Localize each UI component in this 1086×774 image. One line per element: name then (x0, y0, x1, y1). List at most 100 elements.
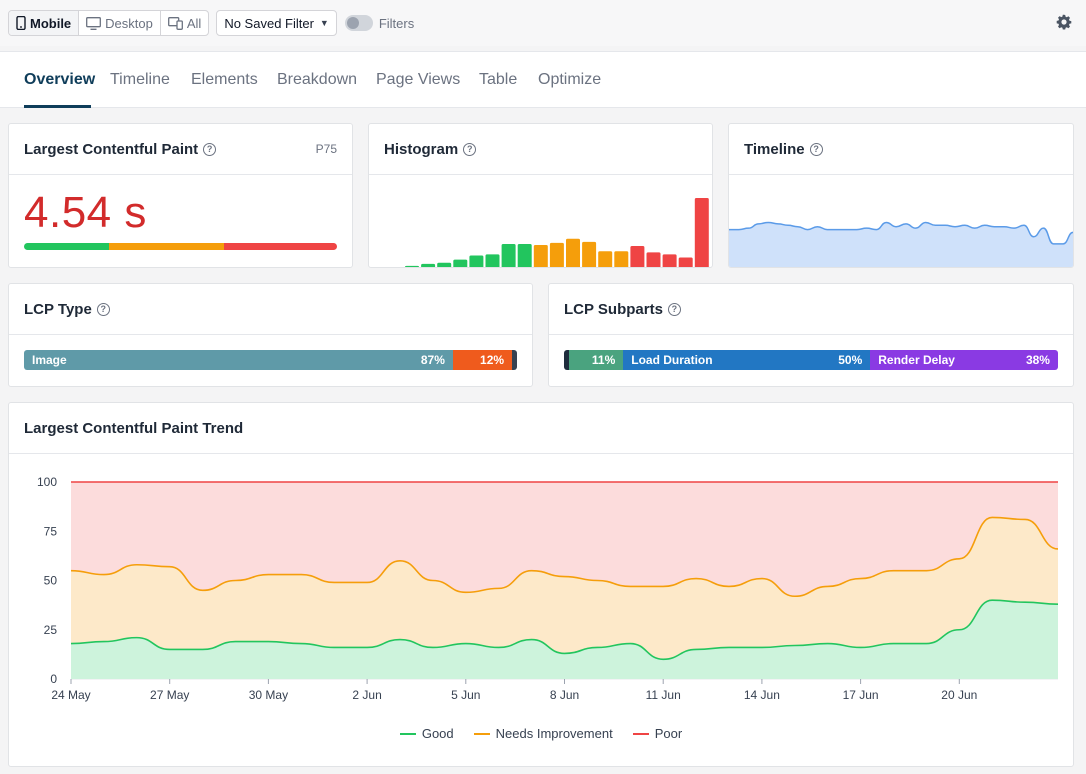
histogram-bar[interactable] (421, 263, 436, 268)
bar-segment[interactable]: Image 87% (24, 350, 453, 370)
card-header: LCP Type ? (9, 284, 532, 335)
device-selector: Mobile Desktop All (8, 10, 210, 36)
x-tick-label: 2 Jun (352, 688, 381, 702)
lcp-subparts-card: LCP Subparts ? 11% Load Duration 50% Render… (548, 283, 1074, 387)
area-band (71, 517, 1058, 660)
saved-filter-dropdown[interactable]: No Saved Filter ▼ (216, 10, 337, 36)
histogram-bar[interactable] (549, 242, 564, 268)
bar-segment[interactable]: 12% (452, 350, 513, 370)
segment-label: Render Delay (878, 353, 955, 367)
bar-segment[interactable]: Render Delay 38% (870, 350, 1058, 370)
histogram-bar[interactable] (646, 252, 661, 268)
card-header: Largest Contentful Paint Trend (9, 403, 1073, 454)
histogram-bar[interactable] (582, 241, 597, 268)
histogram-bar[interactable] (405, 265, 419, 268)
histogram-bar[interactable] (453, 259, 468, 268)
bar-segment[interactable]: Load Duration 50% (623, 350, 871, 370)
distribution-segment-poor (224, 243, 337, 250)
desktop-icon (86, 16, 102, 30)
segment-label: Load Duration (631, 353, 713, 367)
y-tick-label: 75 (44, 524, 58, 538)
help-icon[interactable]: ? (463, 142, 477, 156)
distribution-segment-good (24, 243, 109, 250)
histogram-bar[interactable] (598, 251, 613, 268)
x-tick-label: 20 Jun (941, 688, 977, 702)
lcp-type-bar[interactable]: Image 87% 12% (24, 350, 517, 370)
device-button-label: Desktop (105, 15, 153, 31)
series-line[interactable] (70, 516, 1059, 598)
area-band (71, 482, 1058, 597)
top-toolbar: Mobile Desktop All No Saved Filter ▼ Fil… (0, 0, 1086, 46)
histogram-bar[interactable] (678, 257, 693, 268)
histogram-bar[interactable] (630, 246, 645, 268)
histogram-chart[interactable] (369, 176, 712, 268)
tab-table[interactable]: Table (479, 71, 518, 88)
bar-segment[interactable] (512, 350, 517, 370)
percentile-label: P75 (315, 142, 337, 156)
legend-item[interactable]: Needs Improvement (473, 726, 613, 741)
bar-segment[interactable] (564, 350, 569, 370)
segment-value: 38% (1025, 353, 1050, 367)
gear-icon[interactable] (1056, 14, 1072, 35)
device-button-label: All (186, 15, 202, 31)
x-tick-label: 17 Jun (843, 688, 879, 702)
timeline-sparkline[interactable] (729, 176, 1073, 268)
tab-overview[interactable]: Overview (24, 71, 96, 88)
histogram-bar[interactable] (614, 251, 629, 268)
legend-item[interactable]: Poor (632, 726, 682, 741)
histogram-bar[interactable] (566, 238, 580, 268)
lcp-subparts-bar[interactable]: 11% Load Duration 50% Render Delay 38% (564, 350, 1058, 370)
tab-elements[interactable]: Elements (191, 71, 258, 88)
device-button-all[interactable]: All (161, 11, 208, 35)
legend-swatch (632, 732, 649, 735)
help-icon[interactable]: ? (96, 302, 110, 316)
segment-label: Image (32, 353, 67, 367)
histogram-bar[interactable] (533, 245, 548, 268)
card-title: Timeline (744, 140, 805, 158)
histogram-card: Histogram ? (368, 123, 713, 268)
devices-icon (167, 16, 183, 30)
card-header: LCP Subparts ? (549, 284, 1073, 335)
help-icon[interactable]: ? (667, 302, 681, 316)
chart-legend: Good Needs Improvement Poor (9, 726, 1073, 741)
device-button-mobile[interactable]: Mobile (9, 11, 80, 35)
histogram-bar[interactable] (485, 254, 500, 268)
tab-page-views[interactable]: Page Views (376, 71, 461, 88)
histogram-bar[interactable] (501, 243, 516, 268)
histogram-bar[interactable] (469, 255, 484, 268)
timeline-line (729, 221, 1073, 245)
legend-item[interactable]: Good (399, 726, 454, 741)
help-icon[interactable]: ? (203, 142, 217, 156)
segment-value: 11% (591, 353, 616, 367)
series-line[interactable] (70, 599, 1059, 661)
rating-distribution-bar (24, 243, 337, 250)
x-tick-label: 8 Jun (550, 688, 579, 702)
segment-value: 50% (838, 353, 863, 367)
trend-chart[interactable]: 0 25 50 75 100 24 May 27 May 30 May 2 Jun 5 Jun 8 … (9, 455, 1073, 715)
bar-segment[interactable]: 11% (568, 350, 624, 370)
tab-breakdown[interactable]: Breakdown (277, 71, 358, 88)
tab-timeline[interactable]: Timeline (110, 71, 170, 88)
caret-down-icon: ▼ (319, 18, 329, 28)
segment-value: 87% (420, 353, 445, 367)
x-tick-label: 24 May (51, 688, 90, 702)
histogram-bar[interactable] (694, 198, 709, 268)
legend-label: Good (421, 726, 454, 741)
x-tick-label: 11 Jun (646, 688, 681, 702)
histogram-bar[interactable] (662, 254, 677, 268)
histogram-bar[interactable] (437, 262, 452, 268)
tab-bar: Overview Timeline Elements Breakdown Pag… (0, 51, 1086, 108)
legend-label: Needs Improvement (495, 726, 613, 741)
help-icon[interactable]: ? (809, 142, 823, 156)
mobile-icon (16, 16, 26, 30)
y-tick-label: 0 (50, 672, 57, 686)
card-title: Largest Contentful Paint (24, 140, 199, 158)
saved-filter-value: No Saved Filter (224, 15, 314, 31)
filters-toggle[interactable] (344, 15, 373, 31)
device-button-desktop[interactable]: Desktop (79, 11, 161, 35)
card-header: Histogram ? (369, 124, 712, 175)
histogram-bar[interactable] (517, 243, 532, 268)
tab-optimize[interactable]: Optimize (538, 71, 602, 88)
lcp-value: 4.54 s (24, 188, 147, 237)
y-tick-label: 25 (44, 623, 58, 637)
